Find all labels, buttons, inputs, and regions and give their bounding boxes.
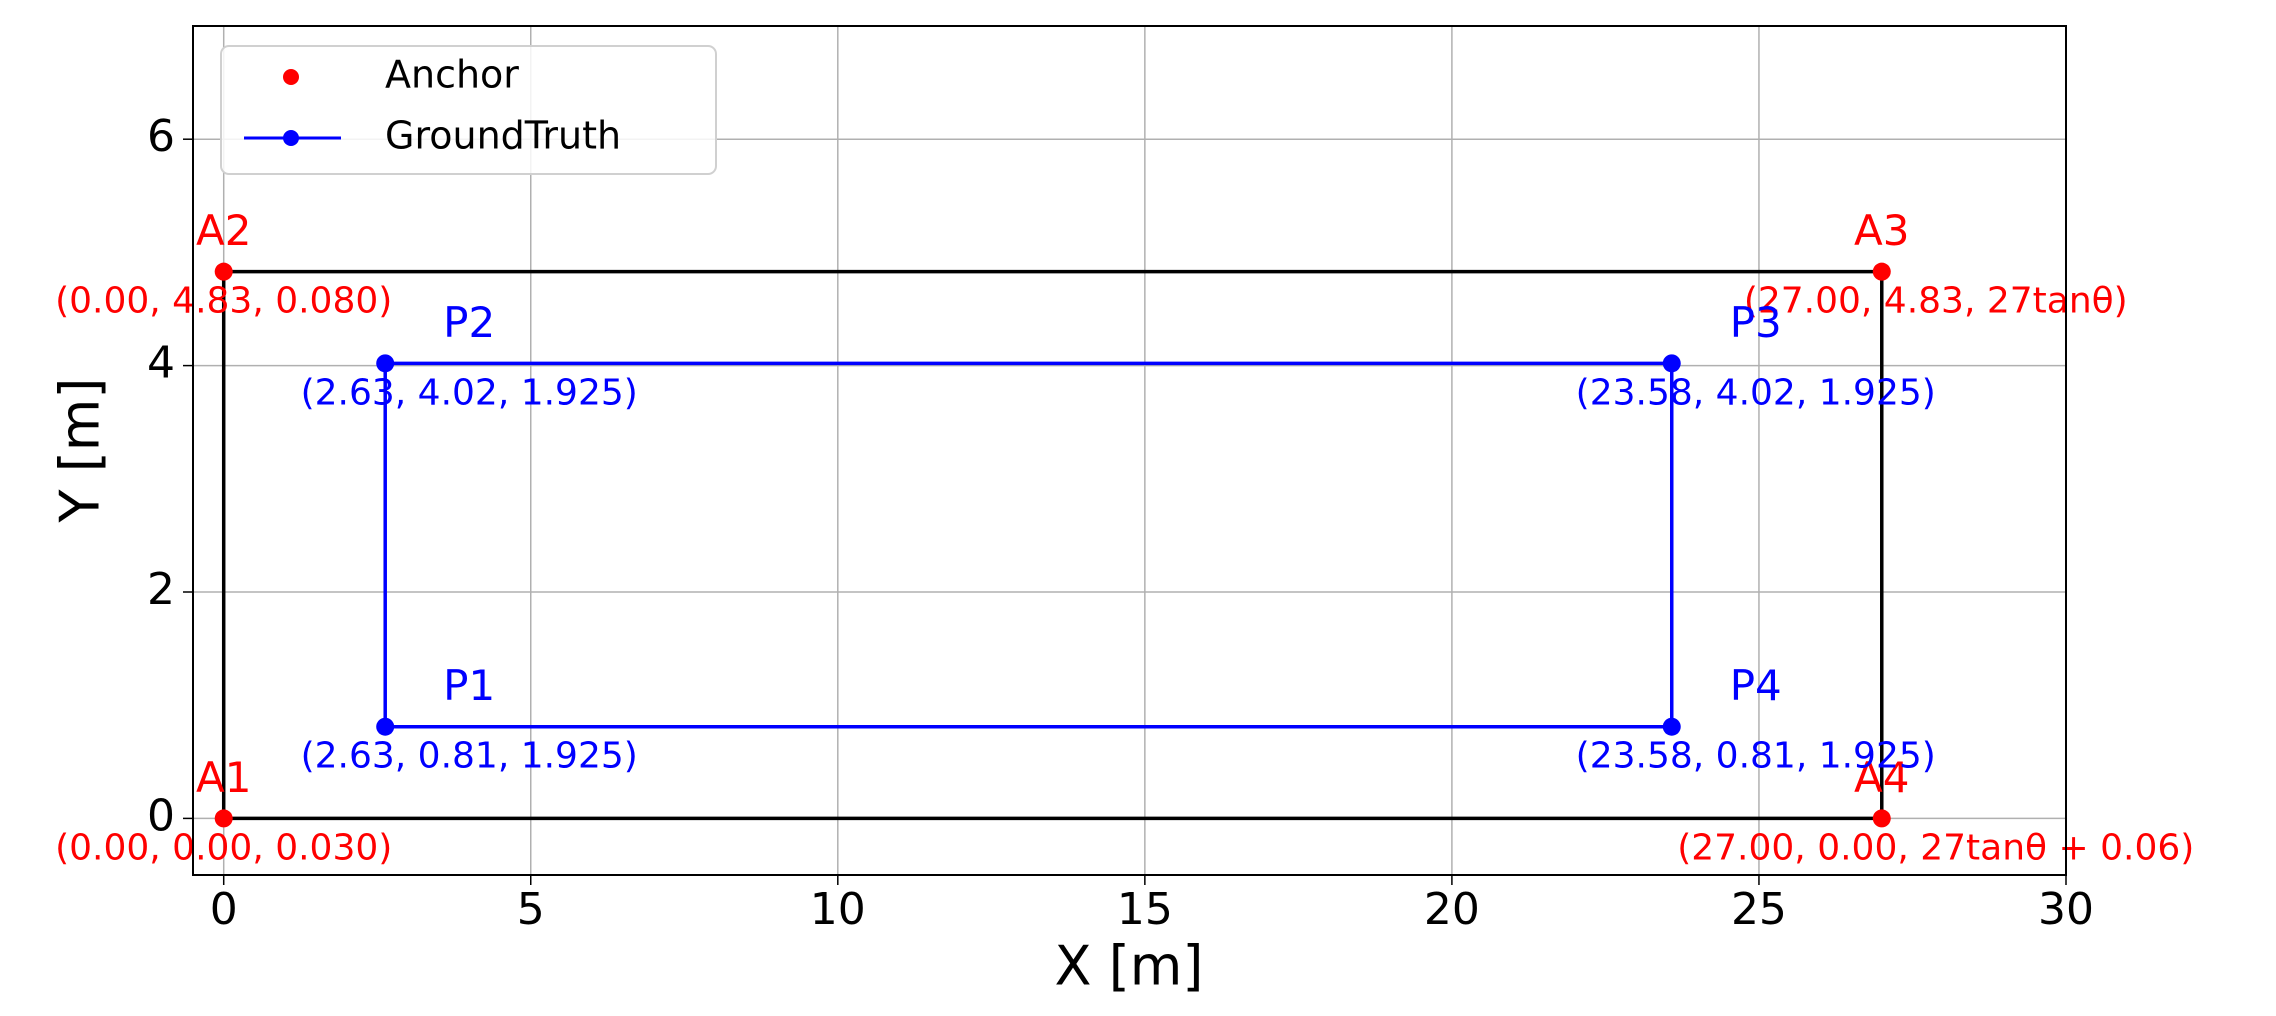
point-label: A3 xyxy=(1854,206,1909,255)
coord-label: (27.00, 4.83, 27tanθ) xyxy=(1744,281,2128,322)
y-tick-label: 2 xyxy=(147,564,175,615)
legend-box xyxy=(220,45,717,175)
x-tick-label: 30 xyxy=(2038,884,2094,935)
y-axis-label: Y [m] xyxy=(49,378,112,524)
marker xyxy=(376,354,395,373)
x-tick-label: 0 xyxy=(210,884,238,935)
y-tick-label: 4 xyxy=(147,338,175,389)
legend-label: Anchor xyxy=(385,53,519,97)
coord-label: (0.00, 4.83, 0.080) xyxy=(55,281,392,322)
coord-label: (27.00, 0.00, 27tanθ + 0.06) xyxy=(1677,827,2194,868)
x-axis-label: X [m] xyxy=(1055,935,1204,998)
x-tick-label: 20 xyxy=(1424,884,1480,935)
point-label: A2 xyxy=(196,206,251,255)
x-tick-label: 15 xyxy=(1117,884,1173,935)
plot-frame xyxy=(192,25,2067,876)
legend-marker xyxy=(283,130,299,146)
x-tick-label: 25 xyxy=(1731,884,1787,935)
legend-marker xyxy=(283,69,299,85)
point-label: P3 xyxy=(1730,298,1782,347)
coord-label: (23.58, 0.81, 1.925) xyxy=(1576,736,1936,777)
marker xyxy=(1872,262,1891,281)
marker xyxy=(214,262,233,281)
coord-label: (2.63, 0.81, 1.925) xyxy=(301,736,638,777)
y-tick-label: 0 xyxy=(147,790,175,841)
x-tick-label: 10 xyxy=(810,884,866,935)
point-label: P1 xyxy=(443,661,495,710)
marker xyxy=(376,717,395,736)
x-tick-label: 5 xyxy=(517,884,545,935)
y-tick-label: 6 xyxy=(147,111,175,162)
point-label: P2 xyxy=(443,298,495,347)
marker xyxy=(1872,809,1891,828)
series-line xyxy=(383,361,1674,729)
point-label: P4 xyxy=(1730,661,1782,710)
point-label: A4 xyxy=(1854,753,1909,802)
coord-label: (0.00, 0.00, 0.030) xyxy=(55,827,392,868)
marker xyxy=(1662,717,1681,736)
point-label: A1 xyxy=(196,753,251,802)
marker xyxy=(1662,354,1681,373)
coord-label: (2.63, 4.02, 1.925) xyxy=(301,372,638,413)
marker xyxy=(214,809,233,828)
legend-label: GroundTruth xyxy=(385,114,621,158)
coord-label: (23.58, 4.02, 1.925) xyxy=(1576,372,1936,413)
